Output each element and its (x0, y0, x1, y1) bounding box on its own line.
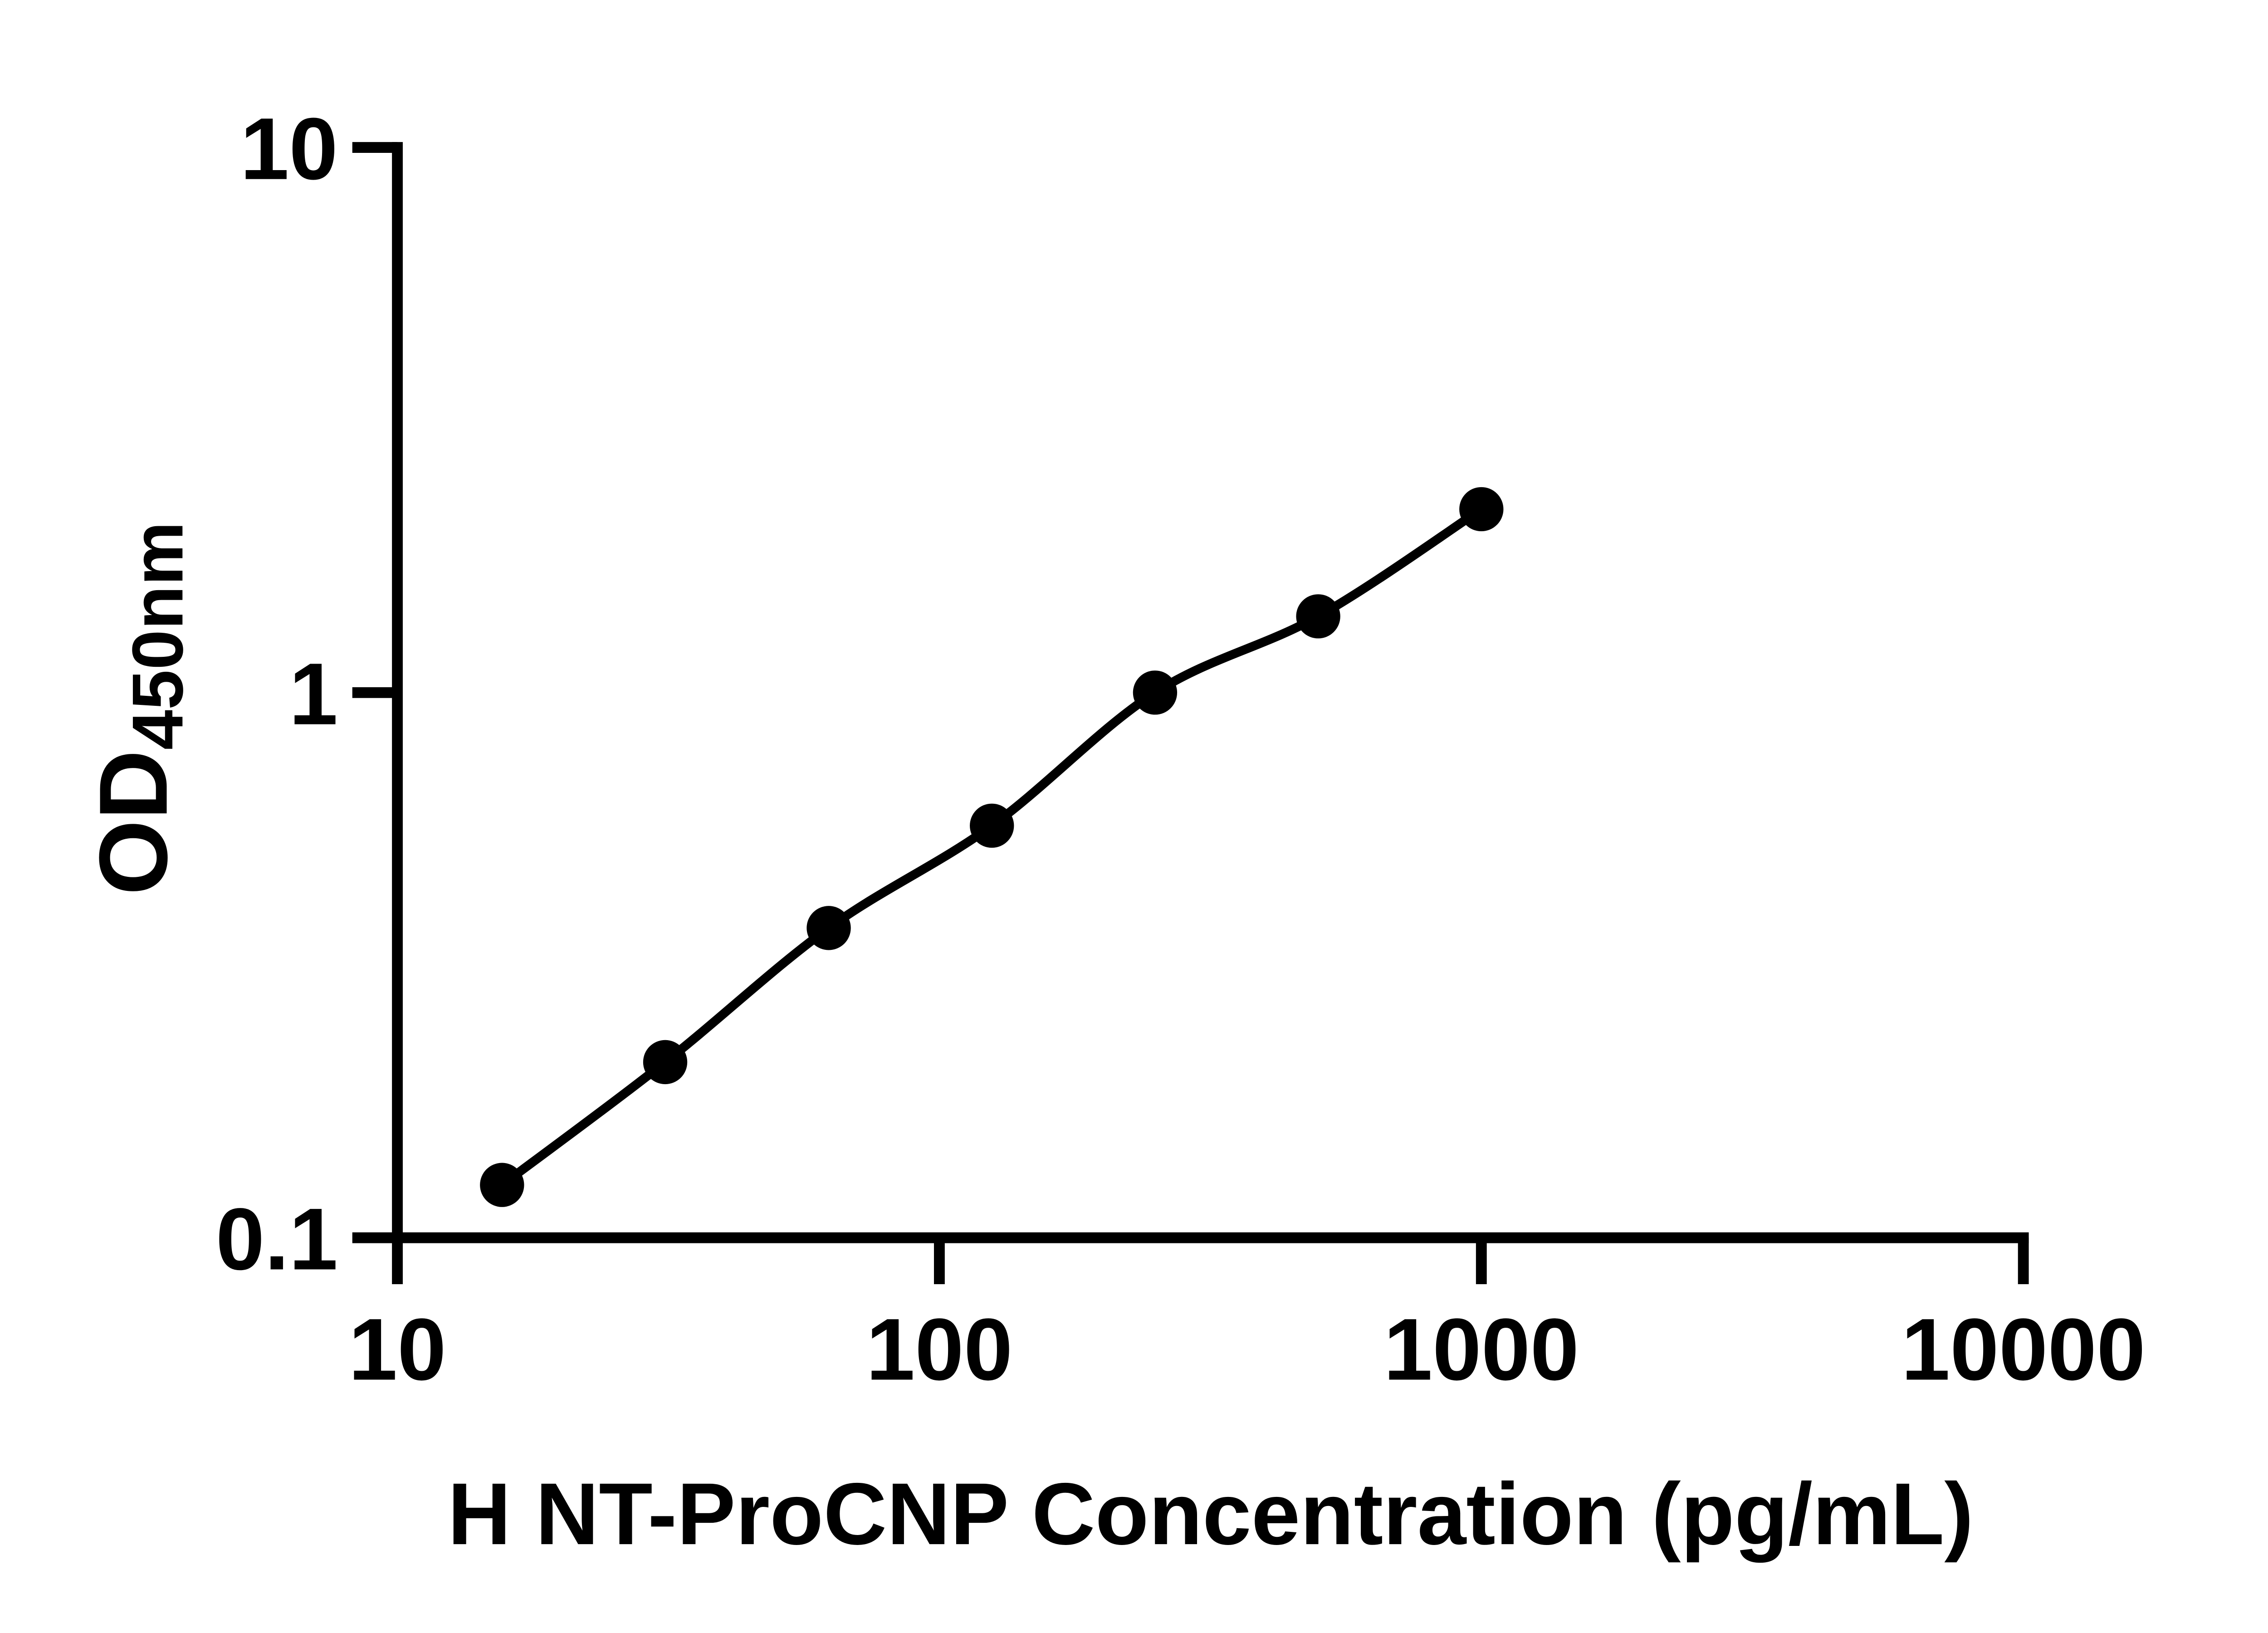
data-point-marker (1459, 487, 1504, 532)
y-tick-label: 0.1 (216, 1190, 338, 1288)
y-axis-title: OD450nm (80, 522, 198, 895)
y-tick-label: 10 (240, 100, 337, 198)
data-point-marker (480, 1163, 524, 1207)
data-point-marker (807, 906, 851, 950)
x-axis-title: H NT-ProCNP Concentration (pg/mL) (448, 1465, 1974, 1563)
x-tick-label: 10000 (1901, 1301, 2146, 1399)
axes-layer: 0.1 1 10 10 100 1000 10000 (216, 100, 2146, 1399)
data-point-marker (1133, 670, 1178, 715)
x-tick-label: 1000 (1383, 1301, 1579, 1399)
data-point-marker (970, 803, 1014, 848)
data-point-marker (643, 1040, 688, 1085)
y-axis-title-main: OD (80, 750, 188, 895)
series-layer (480, 487, 1504, 1207)
data-point-marker (1296, 594, 1340, 639)
x-tick-label: 100 (866, 1301, 1012, 1399)
x-tick-label: 10 (348, 1301, 446, 1399)
plot-background (0, 5, 2268, 1628)
y-axis-title-subscript: 450nm (117, 522, 198, 750)
y-axis-title-group: OD450nm (80, 522, 198, 895)
y-tick-label: 1 (289, 645, 338, 743)
